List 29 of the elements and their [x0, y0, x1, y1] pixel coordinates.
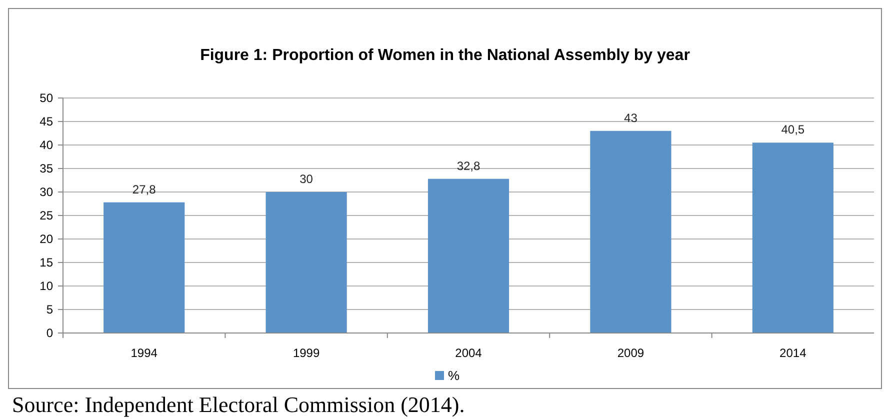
y-tick-label: 10 [40, 279, 54, 294]
bar [266, 192, 347, 333]
x-tick-label: 2009 [617, 346, 644, 360]
y-tick-label: 25 [40, 208, 54, 223]
x-tick-label: 2014 [780, 346, 807, 360]
chart-title: Figure 1: Proportion of Women in the National Assembly by year [200, 47, 690, 64]
legend-label: % [448, 368, 460, 383]
data-label: 32,8 [456, 158, 480, 173]
y-tick-label: 45 [40, 114, 54, 129]
y-tick-label: 30 [40, 185, 54, 200]
x-tick-label: 1994 [130, 346, 158, 360]
y-tick-label: 50 [40, 91, 54, 106]
data-label: 40,5 [781, 122, 805, 137]
y-tick-label: 5 [46, 302, 54, 317]
y-tick-label: 35 [40, 162, 54, 176]
x-tick-label: 2004 [455, 346, 482, 360]
data-label: 30 [300, 172, 314, 186]
y-tick-label: 20 [40, 232, 54, 246]
bar [752, 142, 834, 333]
data-label: 43 [624, 110, 638, 125]
bar [104, 202, 185, 333]
x-tick-label: 1999 [292, 346, 320, 360]
y-tick-label: 0 [46, 326, 54, 340]
source-note: Source: Independent Electoral Commission (2014). [12, 392, 465, 417]
bar [590, 130, 672, 333]
bar [428, 178, 510, 333]
y-tick-label: 15 [40, 256, 54, 270]
y-tick-label: 40 [40, 138, 54, 152]
data-label: 27,8 [132, 182, 156, 196]
